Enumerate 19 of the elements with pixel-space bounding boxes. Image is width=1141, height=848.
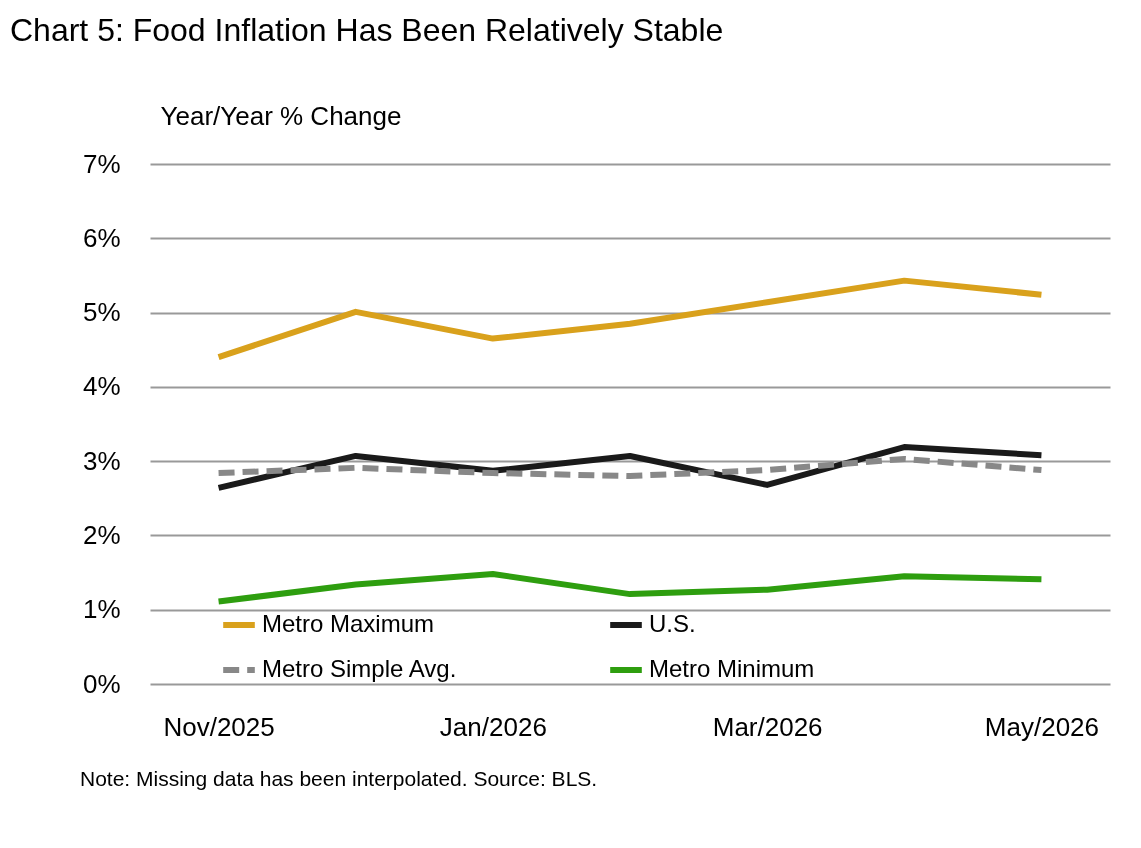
y-tick-label: 4% (82, 371, 121, 402)
x-tick-label: Mar/2026 (712, 711, 823, 742)
x-tick-label: May/2026 (984, 711, 1100, 742)
legend-label: Metro Simple Avg. (262, 655, 457, 682)
y-tick-label: 7% (82, 148, 121, 179)
chart-title: Chart 5: Food Inflation Has Been Relatively Stable (10, 12, 724, 48)
y-tick-label: 2% (82, 519, 121, 550)
y-tick-label: 0% (82, 668, 121, 699)
text: Note: Missing data has been interpolated. Source: BLS. (80, 767, 598, 790)
legend-label: Metro Maximum (262, 610, 435, 637)
legend-label: Metro Minimum (649, 655, 815, 682)
legend-label: U.S. (649, 610, 696, 637)
y-tick-label: 1% (82, 594, 121, 625)
y-tick-label: 3% (82, 445, 121, 476)
x-tick-label: Jan/2026 (439, 711, 547, 742)
y-tick-label: 6% (82, 222, 121, 253)
y-tick-label: 5% (82, 297, 121, 328)
x-tick-label: Nov/2025 (163, 711, 275, 742)
y-axis-title: Year/Year % Change (160, 100, 402, 131)
